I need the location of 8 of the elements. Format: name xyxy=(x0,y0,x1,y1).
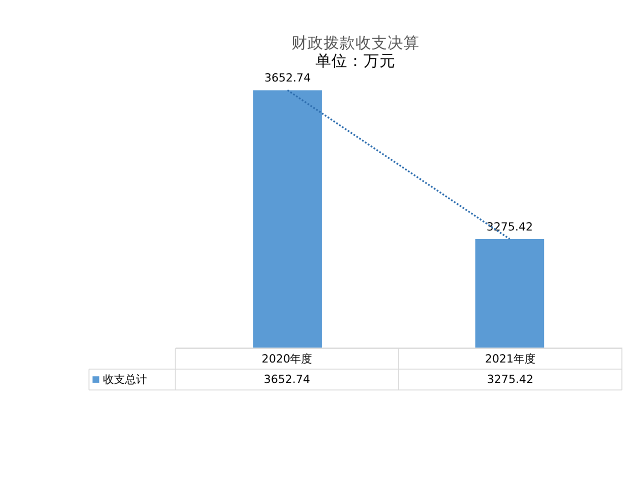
data-label: 3652.74 xyxy=(264,72,311,85)
chart-title: 财政拨款收支决算 xyxy=(291,34,420,52)
x-tick-label: 2020年度 xyxy=(262,352,312,366)
legend-label: 收支总计 xyxy=(102,373,147,386)
data-label: 3275.42 xyxy=(487,373,534,386)
chart-subtitle: 单位：万元 xyxy=(315,52,396,70)
x-tick-label: 2021年度 xyxy=(484,352,536,366)
data-label: 3652.74 xyxy=(264,373,310,386)
